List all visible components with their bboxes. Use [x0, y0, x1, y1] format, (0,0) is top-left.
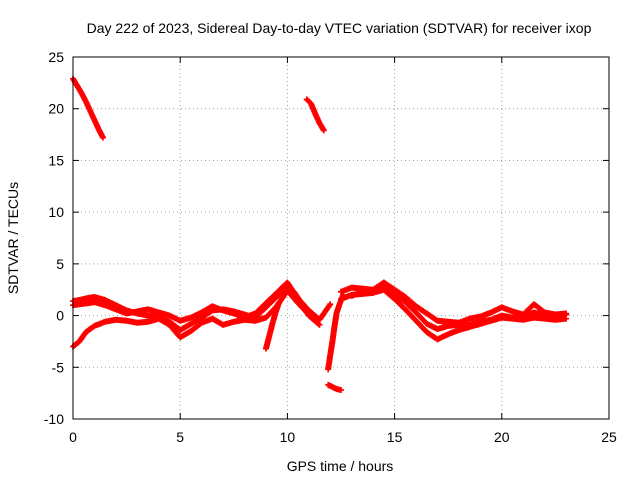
data-point	[320, 127, 327, 134]
series-arc-2	[303, 96, 327, 134]
y-tick-label: 15	[48, 152, 64, 168]
y-axis-label: SDTVAR / TECUs	[5, 182, 21, 294]
y-tick-label: 5	[56, 256, 64, 272]
data-point	[304, 310, 311, 317]
data-point	[326, 302, 333, 309]
x-tick-label: 0	[69, 429, 77, 445]
x-tick-label: 25	[601, 429, 617, 445]
chart-title: Day 222 of 2023, Sidereal Day-to-day VTE…	[87, 20, 592, 36]
data-point	[563, 311, 570, 318]
data-point	[327, 301, 334, 308]
series-arc-1	[70, 75, 107, 141]
grid-lines	[73, 57, 609, 419]
y-tick-label: 10	[48, 204, 64, 220]
y-tick-label: 0	[56, 308, 64, 324]
plot-border	[72, 56, 610, 420]
series-arc-8	[325, 381, 344, 394]
x-axis-label: GPS time / hours	[287, 458, 394, 474]
y-tick-label: 20	[48, 101, 64, 117]
x-tick-label: 10	[280, 429, 296, 445]
x-tick-label: 5	[176, 429, 184, 445]
x-tick-label: 15	[387, 429, 403, 445]
data-point	[338, 387, 344, 394]
data-point	[275, 300, 282, 307]
y-tick-label: 25	[48, 49, 64, 65]
data-point	[305, 311, 312, 318]
data-points	[70, 75, 570, 394]
y-tick-label: -10	[44, 411, 64, 427]
series-arc-11	[348, 283, 570, 333]
x-tick-label: 20	[494, 429, 510, 445]
y-tick-label: -5	[52, 359, 65, 375]
data-point	[100, 134, 107, 141]
data-point	[316, 321, 323, 328]
series-arc-6	[262, 300, 282, 352]
axis-ticks: 0 5 10 15 20 25 -10 -5 0 5 10 15 20 25	[44, 49, 617, 445]
data-point	[315, 320, 322, 327]
series-arc-5	[70, 287, 312, 350]
